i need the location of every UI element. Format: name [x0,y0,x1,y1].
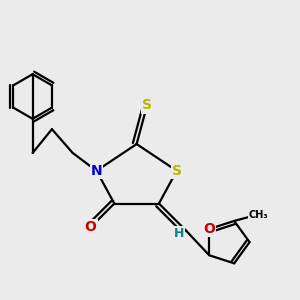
Text: O: O [85,220,97,234]
Text: O: O [203,222,215,236]
Text: S: S [172,164,182,178]
Text: H: H [174,227,184,240]
Text: N: N [91,164,102,178]
Text: S: S [142,98,152,112]
Text: CH₃: CH₃ [249,210,268,220]
